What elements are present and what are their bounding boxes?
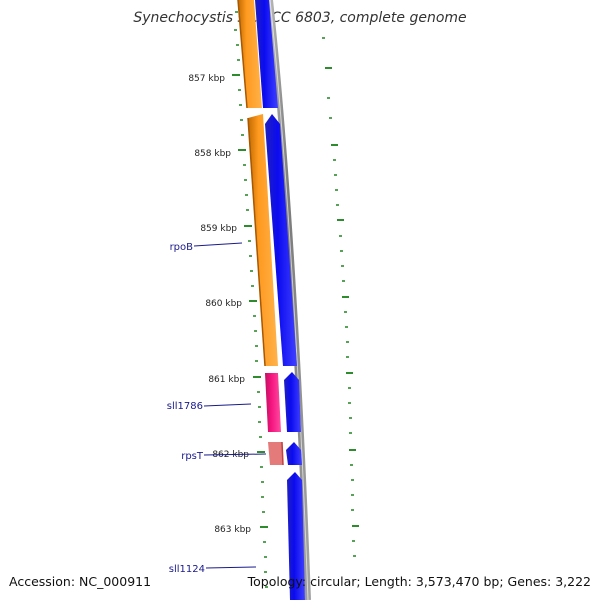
feature-blue-5[interactable] [287,472,305,600]
ruler-label: 857 kbp [188,74,225,84]
ruler-label: 858 kbp [194,149,231,159]
feature-rpob-outline-top [237,0,248,109]
feature-rpst[interactable] [268,442,283,465]
feature-rpob-outline [247,117,266,367]
feature-blue-4[interactable] [286,442,302,465]
ruler-label: 863 kbp [214,525,251,535]
gene-label-rpob[interactable]: rpoB [170,242,194,253]
ruler-label: 860 kbp [205,299,242,309]
inner-tick-column [232,11,268,588]
map-title: Synechocystis sp. PCC 6803, complete gen… [133,10,466,26]
genome-backbone-inner [269,0,309,600]
feature-blue-1[interactable] [255,0,278,108]
ruler-label: 859 kbp [200,224,237,234]
ruler-label: 861 kbp [208,375,245,385]
outer-tick-column [322,37,359,557]
gene-label-sll1786[interactable]: sll1786 [167,401,203,412]
feature-rpst-edge [281,441,284,466]
gene-label-rpst[interactable]: rpsT [181,451,204,462]
topology-text: Topology: circular; Length: 3,573,470 bp… [247,574,591,589]
feature-blue-2[interactable] [265,114,297,366]
feature-rpob[interactable] [238,0,262,108]
ruler-labels: 857 kbp 858 kbp 859 kbp 860 kbp 861 kbp … [188,74,251,535]
feature-sll1786[interactable] [265,373,281,432]
gene-label-lines [193,242,267,569]
feature-blue-3[interactable] [284,372,301,432]
accession-text: Accession: NC_000911 [9,574,151,589]
gene-label-sll1124[interactable]: sll1124 [169,564,205,575]
gene-labels: rpoB sll1786 rpsT sll1124 [167,242,205,575]
feature-rpob-main[interactable] [248,114,278,366]
